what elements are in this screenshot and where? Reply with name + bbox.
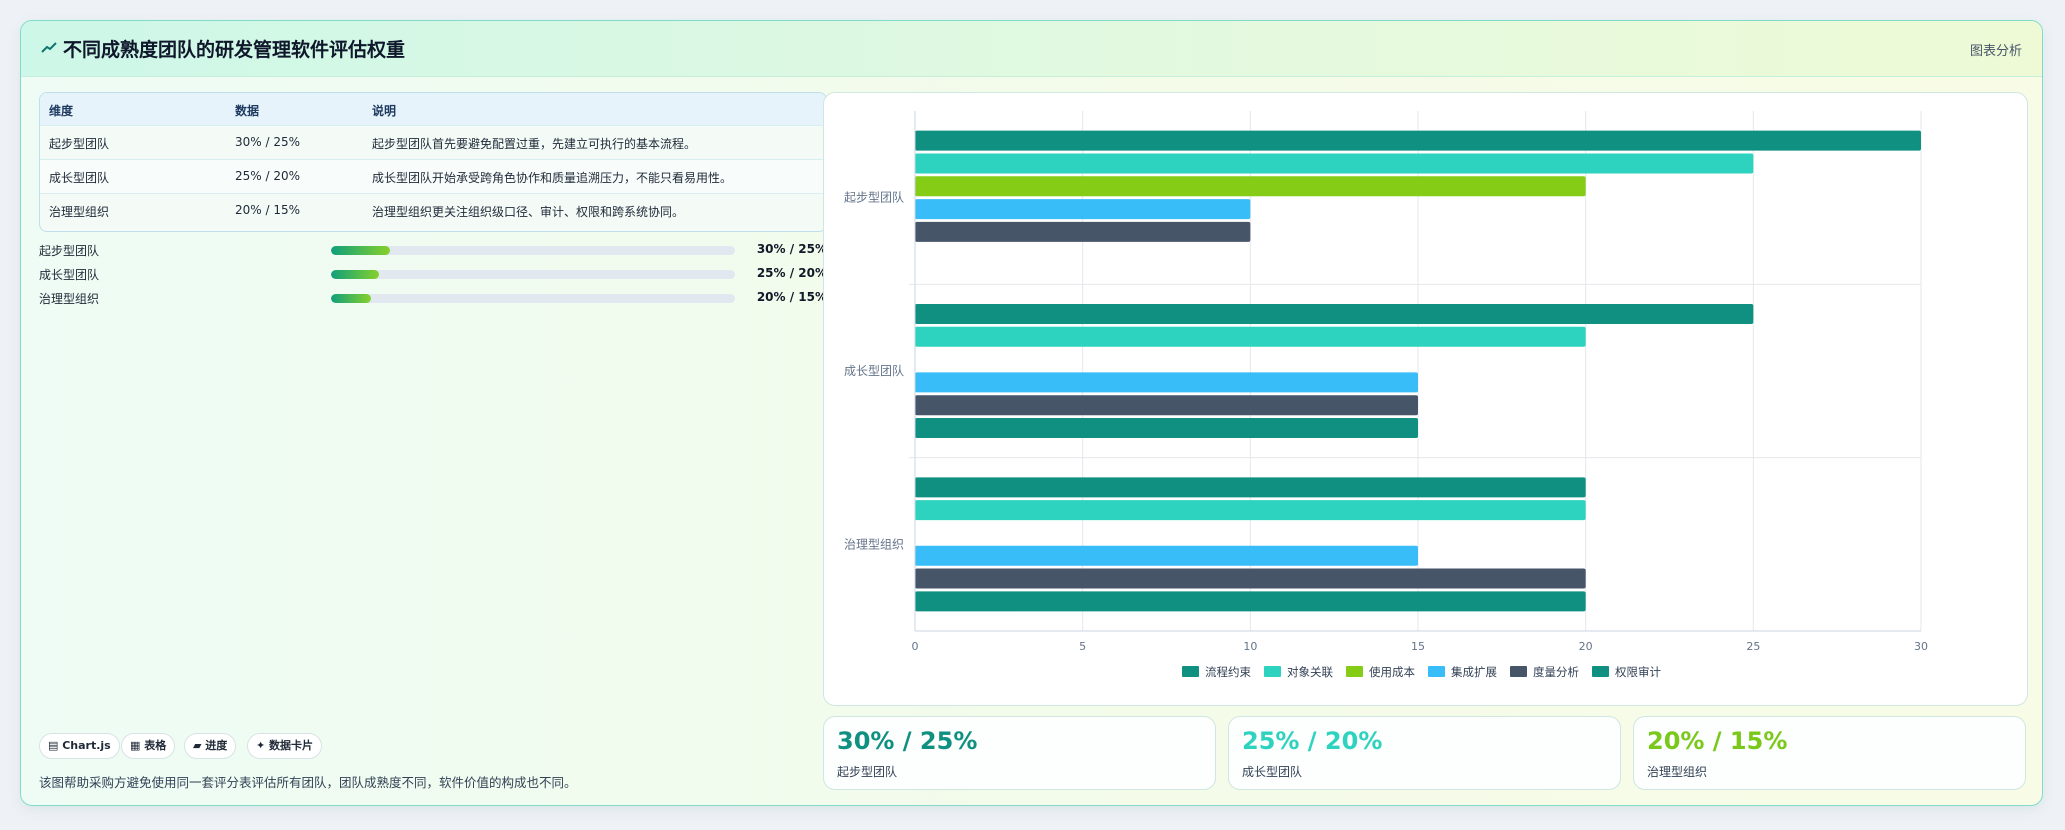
table-row: 成长型团队 25% / 20% 成长型团队开始承受跨角色协作和质量追溯压力，不能…	[40, 160, 826, 194]
chart-card: 不同成熟度团队的研发管理软件评估权重 图表分析 维度 数据 说明 起步型团队 3…	[20, 20, 2043, 806]
stat-value: 25% / 20%	[1242, 727, 1383, 755]
table-cell: 成长型团队开始承受跨角色协作和质量追溯压力，不能只看易用性。	[372, 171, 733, 185]
legend-swatch	[1264, 666, 1281, 677]
progress-track	[331, 246, 735, 255]
bar	[915, 221, 1251, 242]
progress-value: 25% / 20%	[756, 266, 827, 280]
table-cell: 治理型组织	[49, 205, 110, 219]
stat-label: 成长型团队	[1242, 765, 1303, 779]
chart-analysis-link[interactable]: 图表分析	[1969, 44, 2022, 59]
progress-row: 成长型团队 25% / 20%	[39, 264, 827, 284]
table-cell: 25% / 20%	[235, 169, 301, 183]
x-tick-label: 20	[1579, 640, 1593, 653]
progress-track	[331, 270, 735, 279]
bar	[915, 372, 1418, 393]
table-header-row: 维度 数据 说明	[40, 93, 826, 126]
progress-row: 起步型团队 30% / 25%	[39, 240, 827, 260]
chart-note: 该图帮助采购方避免使用同一套评分表评估所有团队，团队成熟度不同，软件价值的构成也…	[39, 775, 577, 790]
bar	[915, 500, 1586, 521]
stat-label: 起步型团队	[837, 765, 898, 779]
x-tick-label: 0	[912, 640, 919, 653]
progress-label: 起步型团队	[39, 244, 100, 258]
legend-label: 权限审计	[1615, 665, 1661, 679]
progress-row: 治理型组织 20% / 15%	[39, 288, 827, 308]
bar	[915, 545, 1418, 566]
legend-label: 度量分析	[1533, 665, 1579, 679]
legend-swatch	[1510, 666, 1527, 677]
legend-label: 流程约束	[1205, 665, 1251, 679]
category-label: 成长型团队	[844, 363, 904, 378]
tag-data-card[interactable]: ✦ 数据卡片	[247, 733, 323, 759]
tag-table[interactable]: ▦ 表格	[121, 733, 176, 759]
stat-value: 30% / 25%	[837, 727, 978, 755]
bar	[915, 568, 1586, 589]
x-tick-label: 30	[1914, 640, 1928, 653]
tag-progress[interactable]: ▰ 进度	[184, 733, 237, 759]
bar	[915, 153, 1754, 174]
legend-label: 对象关联	[1287, 665, 1333, 679]
progress-fill	[331, 246, 390, 255]
table-cell: 30% / 25%	[235, 135, 301, 149]
legend-swatch	[1182, 666, 1199, 677]
page-title: 不同成熟度团队的研发管理软件评估权重	[63, 39, 406, 61]
bar	[915, 395, 1418, 416]
bar	[915, 304, 1754, 324]
bar	[915, 130, 1921, 151]
stat-card: 20% / 15% 治理型组织	[1633, 716, 2026, 790]
legend-swatch	[1346, 666, 1363, 677]
tag-chartjs[interactable]: ▤ Chart.js	[39, 733, 120, 759]
progress-label: 治理型组织	[39, 292, 100, 306]
table-cell: 起步型团队	[49, 137, 110, 151]
stat-label: 治理型组织	[1647, 765, 1708, 779]
progress-fill	[331, 270, 380, 279]
bar	[915, 176, 1586, 197]
bar	[915, 199, 1251, 220]
table-cell: 成长型团队	[49, 171, 110, 185]
x-tick-label: 5	[1079, 640, 1086, 653]
chart-panel: 0 5 10 15 20 25 30 起步型团队成长型团队治理型组织流程约束 对象关联 使用成本 集…	[823, 92, 2028, 706]
category-label: 起步型团队	[844, 190, 904, 205]
progress-value: 30% / 25%	[756, 242, 827, 256]
progress-track	[331, 294, 735, 303]
table-header-cell: 说明	[372, 104, 397, 118]
stat-card: 25% / 20% 成长型团队	[1228, 716, 1621, 790]
stat-card: 30% / 25% 起步型团队	[823, 716, 1216, 790]
legend-label: 使用成本	[1369, 665, 1415, 679]
category-label: 治理型组织	[844, 537, 904, 551]
bar	[915, 477, 1586, 498]
x-tick-label: 25	[1746, 640, 1760, 653]
chart-line-icon	[41, 42, 57, 53]
table-header-cell: 数据	[235, 104, 260, 118]
legend-label: 集成扩展	[1451, 665, 1497, 679]
bar	[915, 591, 1586, 612]
table-cell: 20% / 15%	[235, 203, 301, 217]
table-row: 起步型团队 30% / 25% 起步型团队首先要避免配置过重，先建立可执行的基本…	[40, 126, 826, 160]
table-header-cell: 维度	[49, 104, 74, 118]
table-cell: 治理型组织更关注组织级口径、审计、权限和跨系统协同。	[372, 205, 685, 219]
table-cell: 起步型团队首先要避免配置过重，先建立可执行的基本流程。	[372, 137, 697, 151]
table-row: 治理型组织 20% / 15% 治理型组织更关注组织级口径、审计、权限和跨系统协…	[40, 194, 826, 228]
x-tick-label: 15	[1411, 640, 1425, 653]
x-tick-label: 10	[1243, 640, 1257, 653]
legend-swatch	[1428, 666, 1445, 677]
stat-value: 20% / 15%	[1647, 727, 1788, 755]
legend-swatch	[1592, 666, 1609, 677]
bar	[915, 326, 1586, 347]
progress-fill	[331, 294, 372, 303]
data-table: 维度 数据 说明 起步型团队 30% / 25% 起步型团队首先要避免配置过重，…	[39, 92, 827, 232]
bar	[915, 418, 1418, 438]
progress-value: 20% / 15%	[756, 290, 827, 304]
progress-label: 成长型团队	[39, 268, 100, 282]
card-header: 不同成熟度团队的研发管理软件评估权重 图表分析	[21, 21, 2042, 77]
